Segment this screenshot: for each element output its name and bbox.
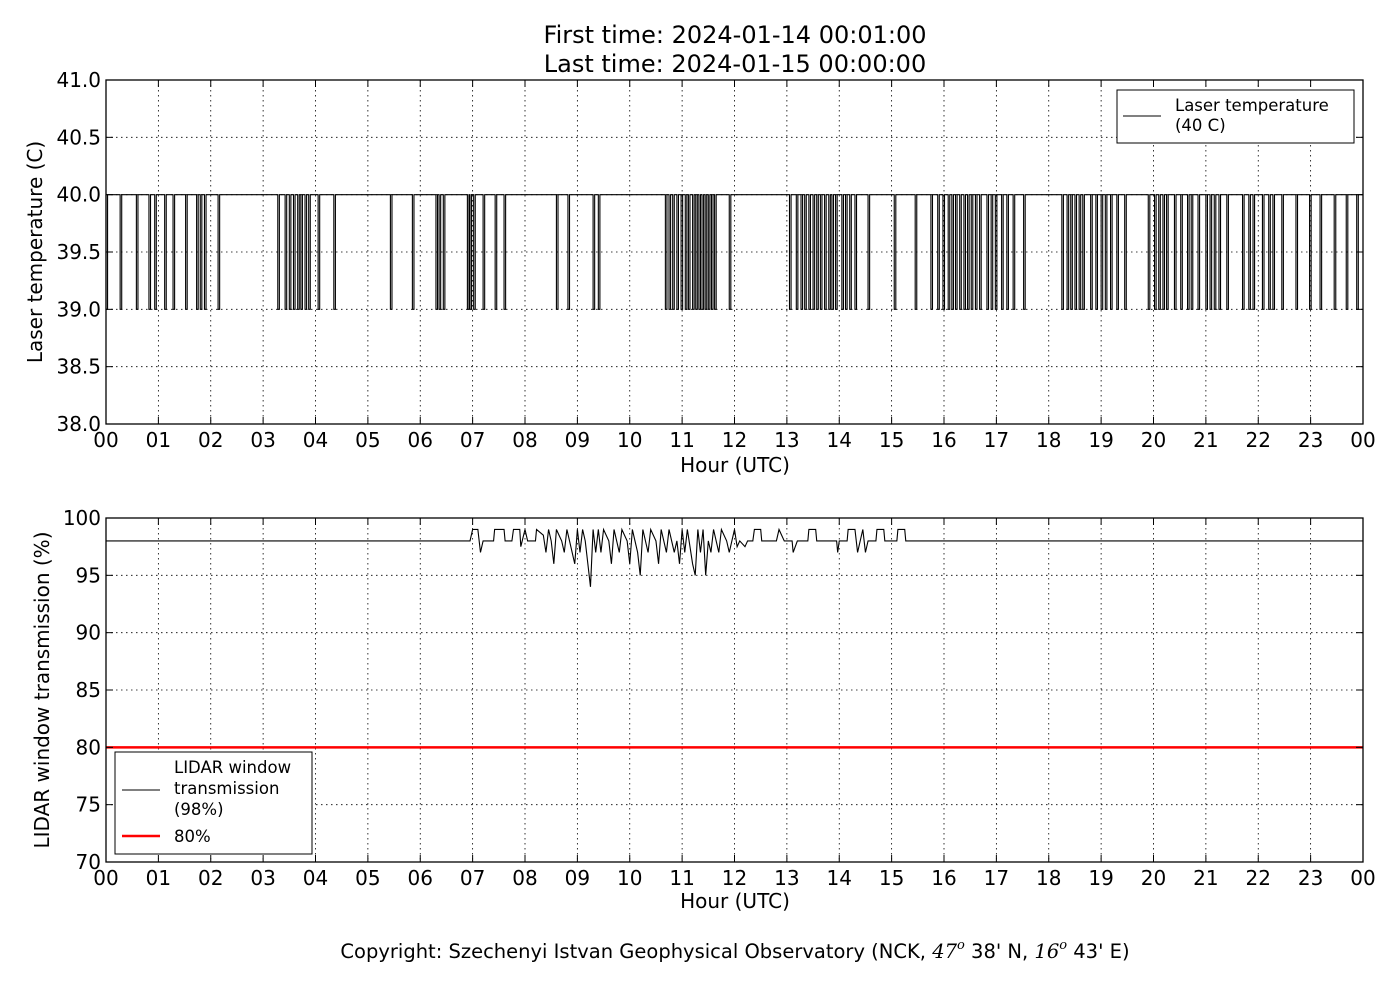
lidar-transmission-y-tick-label: 90 (76, 621, 101, 645)
laser-temperature-y-tick-label: 38.0 (56, 412, 101, 436)
lidar-transmission-y-tick-label: 80 (76, 735, 101, 759)
laser-temperature-x-tick-label: 22 (1246, 428, 1271, 452)
laser-temperature-y-tick-label: 41.0 (56, 68, 101, 92)
lidar-transmission-x-tick-label: 06 (408, 866, 433, 890)
laser-temperature-y-tick-label: 39.0 (56, 297, 101, 321)
lidar-transmission-legend-label-line-2: transmission (174, 779, 279, 798)
laser-temperature-x-tick-label: 03 (250, 428, 275, 452)
copyright-prefix: Copyright: Szechenyi Istvan Geophysical … (340, 940, 932, 963)
latitude-minutes: 38' N, (965, 940, 1035, 963)
lidar-transmission-x-tick-label: 14 (827, 866, 852, 890)
lidar-transmission-x-tick-label: 19 (1088, 866, 1113, 890)
laser-temperature-x-tick-label: 07 (460, 428, 485, 452)
laser-temperature-x-tick-label: 21 (1193, 428, 1218, 452)
laser-temperature-series (105, 194, 1363, 310)
laser-temperature-x-tick-label: 09 (565, 428, 590, 452)
latitude-degrees: 47 (931, 940, 957, 963)
lidar-transmission-x-tick-label: 20 (1141, 866, 1166, 890)
lidar-transmission-x-tick-label: 11 (669, 866, 694, 890)
laser-temperature-legend-label-line-2: (40 C) (1175, 116, 1226, 135)
lidar-transmission-ticks: 00 01 02 03 04 05 06 07 08 09 10 11 12 13 14 15 16 17 18 19… (63, 506, 1376, 890)
chart-title-line-2: Last time: 2024-01-15 00:00:00 (544, 50, 926, 78)
laser-temperature-ticks: 00 01 02 03 04 05 06 07 08 09 10 11 12 13 14 15 16 17 18 19… (56, 68, 1375, 452)
laser-temperature-x-tick-label: 20 (1141, 428, 1166, 452)
longitude-minutes: 43' E) (1067, 940, 1130, 963)
lidar-transmission-series (106, 527, 1363, 749)
laser-temperature-x-tick-label: 00 (93, 428, 118, 452)
laser-temperature-x-tick-label: 10 (617, 428, 642, 452)
laser-temperature-ylabel: Laser temperature (C) (23, 141, 47, 363)
lidar-transmission-legend-label-line-3: (98%) (174, 800, 224, 819)
laser-temperature-y-tick-label: 40.0 (56, 183, 101, 207)
laser-temperature-x-tick-label: 02 (198, 428, 223, 452)
lidar-transmission-x-tick-label: 01 (146, 866, 171, 890)
laser-temperature-legend: Laser temperature (40 C) (1116, 89, 1355, 144)
lidar-transmission-x-tick-label: 23 (1298, 866, 1323, 890)
laser-temperature-x-tick-label: 08 (512, 428, 537, 452)
lidar-transmission-x-tick-label: 18 (1036, 866, 1061, 890)
lidar-transmission-x-tick-label: 04 (303, 866, 328, 890)
laser-temperature-y-tick-label: 38.5 (56, 355, 101, 379)
longitude-degree-mark: o (1059, 938, 1067, 953)
laser-temperature-x-tick-label: 06 (408, 428, 433, 452)
lidar-transmission-x-tick-label: 00 (93, 866, 118, 890)
lidar-transmission-y-tick-label: 95 (76, 563, 101, 587)
lidar-transmission-y-tick-label: 85 (76, 678, 101, 702)
laser-temperature-x-tick-label: 15 (879, 428, 904, 452)
laser-temperature-x-tick-label: 16 (931, 428, 956, 452)
laser-temperature-series-line (105, 194, 1363, 310)
lidar-transmission-x-tick-label: 16 (931, 866, 956, 890)
laser-temperature-x-tick-label: 01 (146, 428, 171, 452)
lidar-transmission-x-tick-label: 17 (984, 866, 1009, 890)
lidar-transmission-series-line (106, 527, 1363, 587)
lidar-transmission-x-tick-label: 21 (1193, 866, 1218, 890)
laser-temperature-x-tick-label: 23 (1298, 428, 1323, 452)
lidar-transmission-y-tick-label: 100 (63, 506, 101, 530)
lidar-transmission-y-tick-label: 75 (76, 793, 101, 817)
laser-temperature-legend-label-line-1: Laser temperature (1175, 96, 1329, 115)
longitude-degrees: 16 (1034, 940, 1059, 963)
laser-temperature-y-tick-label: 39.5 (56, 240, 101, 264)
laser-temperature-panel: 00 01 02 03 04 05 06 07 08 09 10 11 12 13 14 15 16 17 18 19… (23, 68, 1376, 477)
laser-temperature-x-tick-label: 11 (669, 428, 694, 452)
lidar-transmission-panel: 00 01 02 03 04 05 06 07 08 09 10 11 12 13 14 15 16 17 18 19… (30, 506, 1376, 913)
lidar-transmission-x-tick-label: 08 (512, 866, 537, 890)
laser-temperature-x-tick-label: 04 (303, 428, 328, 452)
lidar-transmission-x-tick-label: 00 (1350, 866, 1375, 890)
lidar-transmission-x-tick-label: 05 (355, 866, 380, 890)
laser-temperature-x-tick-label: 19 (1088, 428, 1113, 452)
laser-temperature-y-tick-label: 40.5 (56, 125, 101, 149)
lidar-transmission-x-tick-label: 03 (250, 866, 275, 890)
lidar-transmission-x-tick-label: 02 (198, 866, 223, 890)
copyright-footer: Copyright: Szechenyi Istvan Geophysical … (340, 938, 1129, 963)
lidar-transmission-x-tick-label: 09 (565, 866, 590, 890)
lidar-transmission-x-tick-label: 13 (774, 866, 799, 890)
laser-temperature-x-tick-label: 00 (1350, 428, 1375, 452)
laser-temperature-x-tick-label: 17 (984, 428, 1009, 452)
lidar-transmission-x-tick-label: 12 (722, 866, 747, 890)
laser-temperature-xlabel: Hour (UTC) (680, 453, 790, 477)
threshold-legend-label: 80% (174, 827, 211, 846)
laser-temperature-x-tick-label: 18 (1036, 428, 1061, 452)
laser-temperature-x-tick-label: 14 (827, 428, 852, 452)
lidar-transmission-y-tick-label: 70 (76, 850, 101, 874)
lidar-transmission-x-tick-label: 22 (1246, 866, 1271, 890)
laser-temperature-x-tick-label: 12 (722, 428, 747, 452)
lidar-transmission-x-tick-label: 15 (879, 866, 904, 890)
chart-title-line-1: First time: 2024-01-14 00:01:00 (544, 21, 927, 49)
laser-temperature-x-tick-label: 05 (355, 428, 380, 452)
laser-temperature-x-tick-label: 13 (774, 428, 799, 452)
lidar-transmission-ylabel: LIDAR window transmission (%) (30, 532, 54, 849)
lidar-transmission-xlabel: Hour (UTC) (680, 889, 790, 913)
lidar-transmission-legend: LIDAR window transmission (98%) 80% (114, 751, 313, 855)
latitude-degree-mark: o (957, 938, 965, 953)
lidar-transmission-x-tick-label: 07 (460, 866, 485, 890)
lidar-transmission-x-tick-label: 10 (617, 866, 642, 890)
lidar-transmission-legend-label-line-1: LIDAR window (174, 758, 291, 777)
